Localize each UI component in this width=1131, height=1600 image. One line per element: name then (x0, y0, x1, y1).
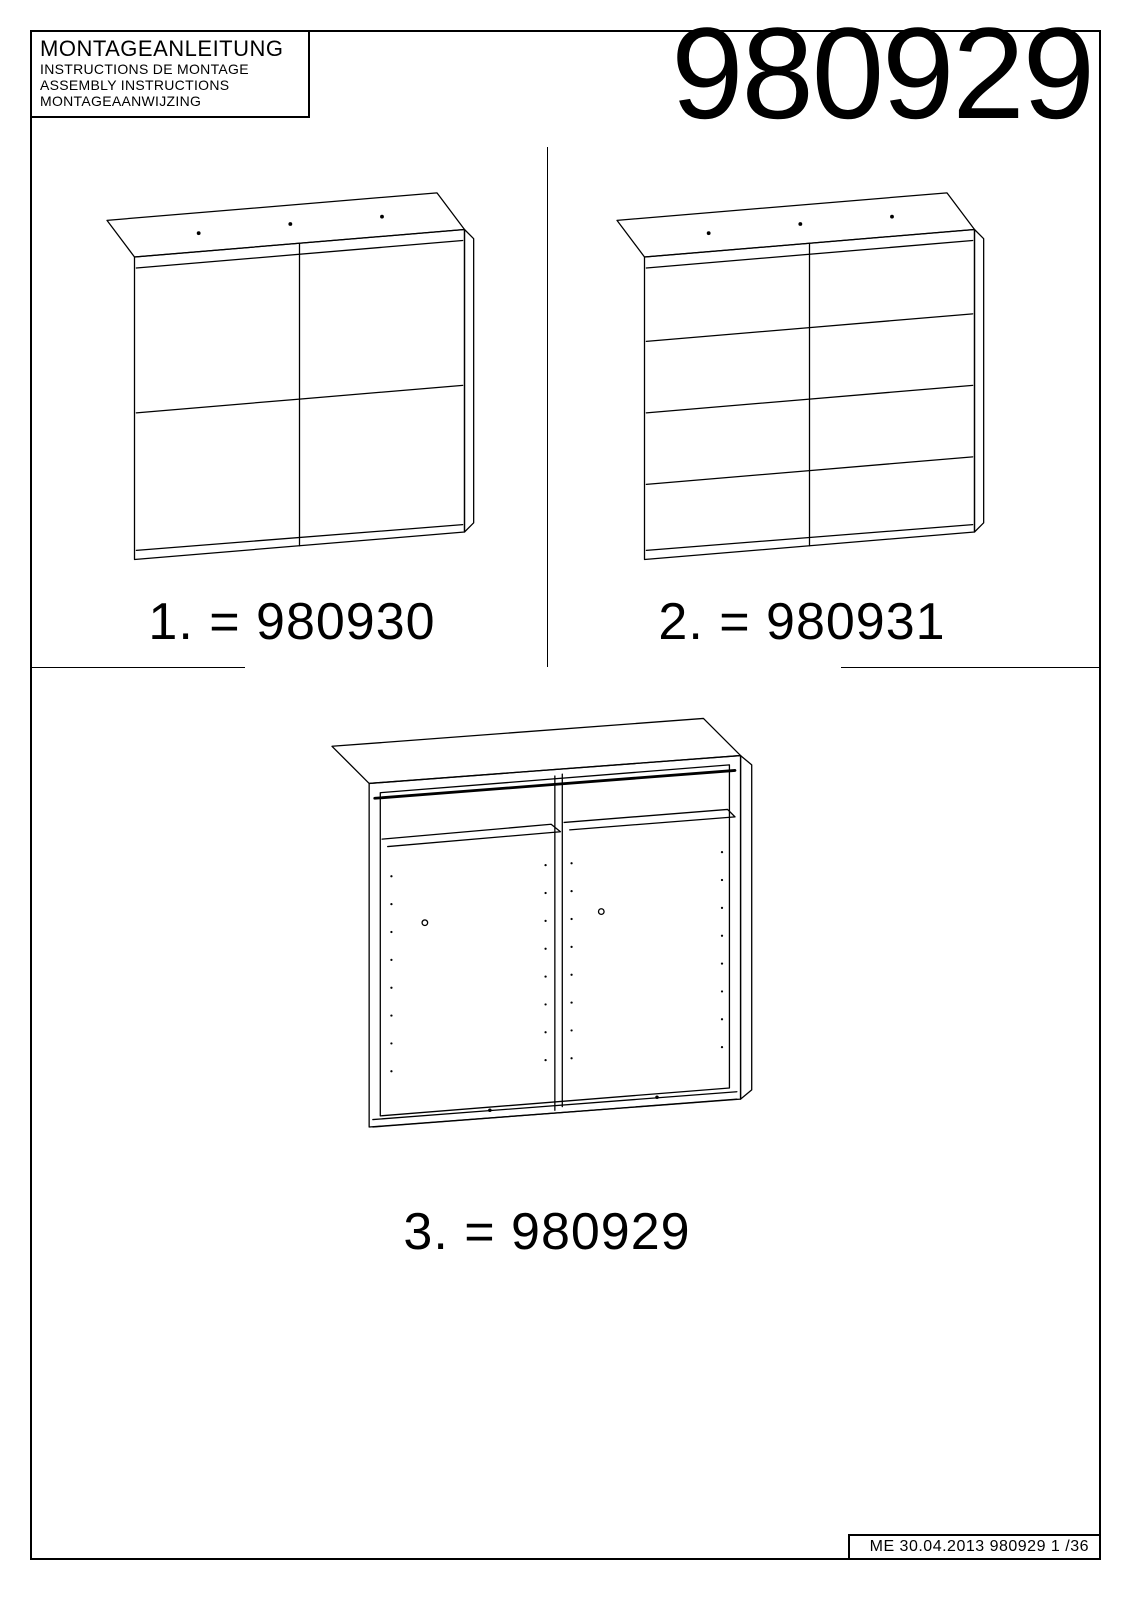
panel-1: 1. = 980930 (52, 152, 532, 652)
panel-2: 2. = 980931 (562, 152, 1042, 652)
title-de: MONTAGEANLEITUNG (40, 36, 300, 61)
footer-box: ME 30.04.2013 980929 1 /36 (848, 1534, 1101, 1560)
divider-vertical (547, 147, 548, 667)
wardrobe-1-drawing (52, 152, 532, 582)
divider-horizontal-left (30, 667, 245, 668)
title-en: ASSEMBLY INSTRUCTIONS (40, 77, 300, 93)
divider-horizontal-right (841, 667, 1101, 668)
title-nl: MONTAGEAANWIJZING (40, 93, 300, 109)
title-box: MONTAGEANLEITUNG INSTRUCTIONS DE MONTAGE… (30, 30, 310, 118)
footer-text: ME 30.04.2013 980929 1 /36 (870, 1538, 1089, 1555)
panel-3-label: 3. = 980929 (403, 1202, 690, 1262)
outer-frame: MONTAGEANLEITUNG INSTRUCTIONS DE MONTAGE… (30, 30, 1101, 1560)
panel-2-label: 2. = 980931 (658, 592, 945, 652)
wardrobe-3-drawing (267, 672, 827, 1192)
title-fr: INSTRUCTIONS DE MONTAGE (40, 61, 300, 77)
wardrobe-2-drawing (562, 152, 1042, 582)
page: MONTAGEANLEITUNG INSTRUCTIONS DE MONTAGE… (0, 0, 1131, 1600)
panel-1-label: 1. = 980930 (148, 592, 435, 652)
product-number: 980929 (671, 8, 1093, 138)
panel-3: 3. = 980929 (267, 672, 827, 1262)
